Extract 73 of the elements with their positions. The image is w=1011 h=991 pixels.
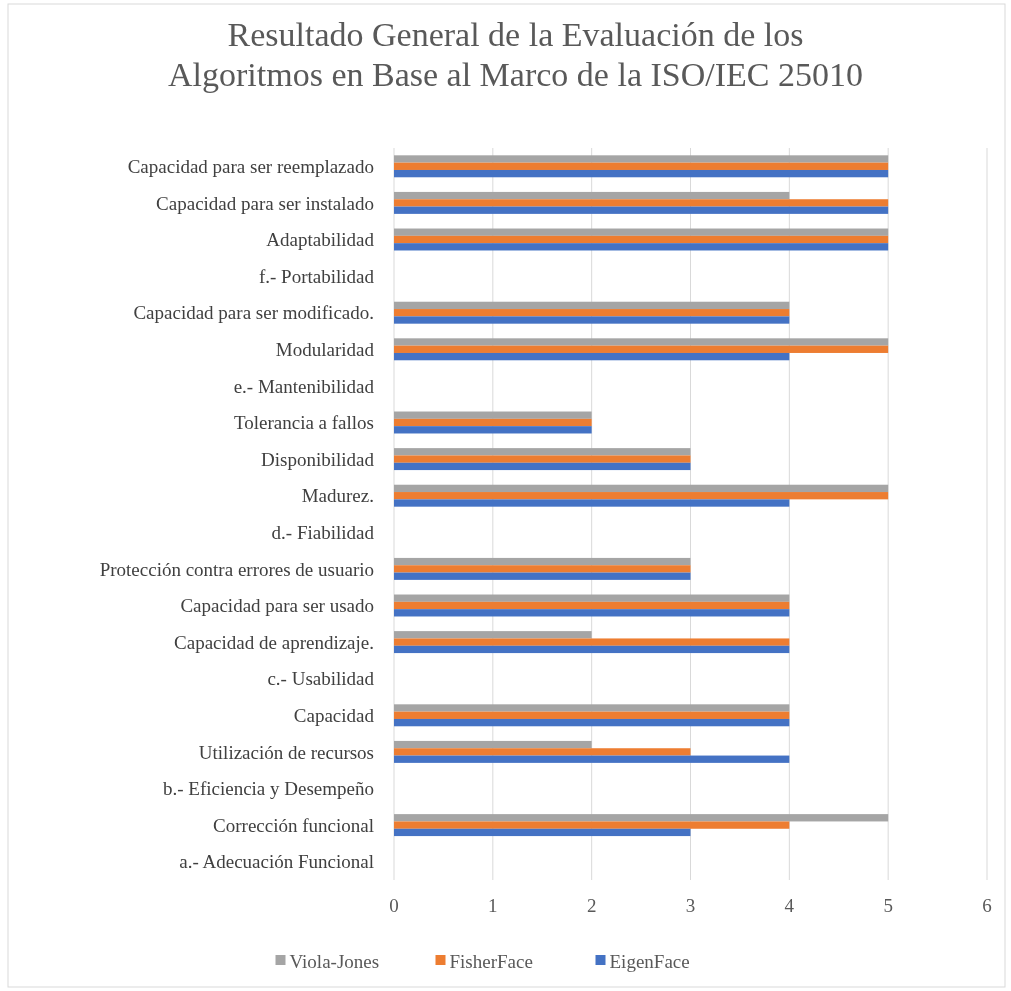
bar: [394, 748, 691, 756]
bar: [394, 418, 592, 427]
y-tick-label: f.- Portabilidad: [258, 265, 375, 287]
legend-label: EigenFace: [609, 950, 690, 972]
bar: [394, 426, 592, 434]
y-tick-label: Disponibilidad: [261, 448, 375, 470]
y-tick-label: Capacidad para ser usado: [180, 595, 374, 617]
bar: [394, 462, 691, 471]
bar: [394, 638, 790, 646]
y-tick-label: Capacidad para ser reemplazado: [127, 155, 374, 177]
bar: [394, 455, 691, 463]
bar: [394, 169, 889, 178]
y-tick-label: d.- Fiabilidad: [271, 521, 375, 543]
bar: [394, 301, 790, 310]
x-tick-label: 6: [982, 895, 992, 916]
x-tick-label: 1: [488, 895, 498, 916]
bar: [394, 572, 691, 580]
y-tick-label: Protección contra errores de usuario: [99, 558, 374, 580]
bar: [394, 565, 691, 573]
y-tick-label: e.- Mantenibilidad: [233, 375, 375, 397]
bar: [394, 484, 889, 493]
y-tick-label: b.- Eficiencia y Desempeño: [162, 778, 374, 800]
y-tick-label: c.- Usabilidad: [267, 668, 375, 690]
bar: [394, 338, 889, 346]
bar: [394, 557, 691, 566]
y-tick-label: Utilización de recursos: [198, 741, 374, 763]
y-tick-label: Tolerancia a fallos: [233, 412, 374, 434]
bar: [394, 821, 790, 829]
bar: [394, 309, 790, 317]
bar: [394, 601, 790, 610]
x-tick-label: 3: [685, 895, 696, 916]
bar: [394, 704, 790, 712]
bar: [394, 718, 790, 727]
y-tick-label: Adaptabilidad: [266, 229, 375, 251]
y-tick-label: a.- Adecuación Funcional: [179, 851, 374, 873]
bar: [394, 740, 592, 749]
x-tick-label: 5: [883, 895, 893, 916]
bar: [394, 499, 790, 507]
bar: [394, 155, 889, 163]
bar: [394, 411, 592, 419]
bar: [394, 228, 889, 236]
chart-title: Resultado General de la Evaluación de los Algoritmos en Base al Marco de la ISO/IEC 25010: [168, 16, 863, 93]
bar: [394, 645, 790, 654]
bar: [394, 345, 889, 353]
bar: [394, 755, 790, 763]
y-tick-label: Capacidad para ser modificado.: [133, 302, 374, 324]
bar: [394, 235, 889, 244]
bar: [394, 191, 790, 200]
legend-label: FisherFace: [449, 950, 533, 972]
y-tick-label: Capacidad para ser instalado: [156, 192, 374, 214]
bar: [394, 162, 889, 170]
bar: [394, 828, 691, 837]
y-tick-label: Capacidad de aprendizaje.: [174, 631, 374, 653]
bar: [394, 316, 790, 324]
bar: [394, 814, 889, 822]
y-tick-label: Modularidad: [275, 338, 375, 360]
bar: [394, 199, 889, 207]
bar: [394, 492, 889, 500]
y-tick-label: Madurez.: [301, 485, 374, 507]
bar: [394, 448, 691, 456]
x-tick-label: 2: [586, 895, 597, 916]
bar: [394, 631, 592, 639]
bar: [394, 243, 889, 251]
y-tick-label: Corrección funcional: [213, 814, 374, 836]
y-tick-label: Capacidad: [293, 704, 375, 726]
bar: [394, 206, 889, 214]
bar: [394, 594, 790, 602]
x-tick-label: 4: [784, 895, 795, 916]
legend-label: Viola-Jones: [289, 950, 380, 972]
x-tick-label: 0: [389, 895, 399, 916]
bar: [394, 711, 790, 719]
bar: [394, 609, 790, 617]
bar: [394, 352, 790, 361]
